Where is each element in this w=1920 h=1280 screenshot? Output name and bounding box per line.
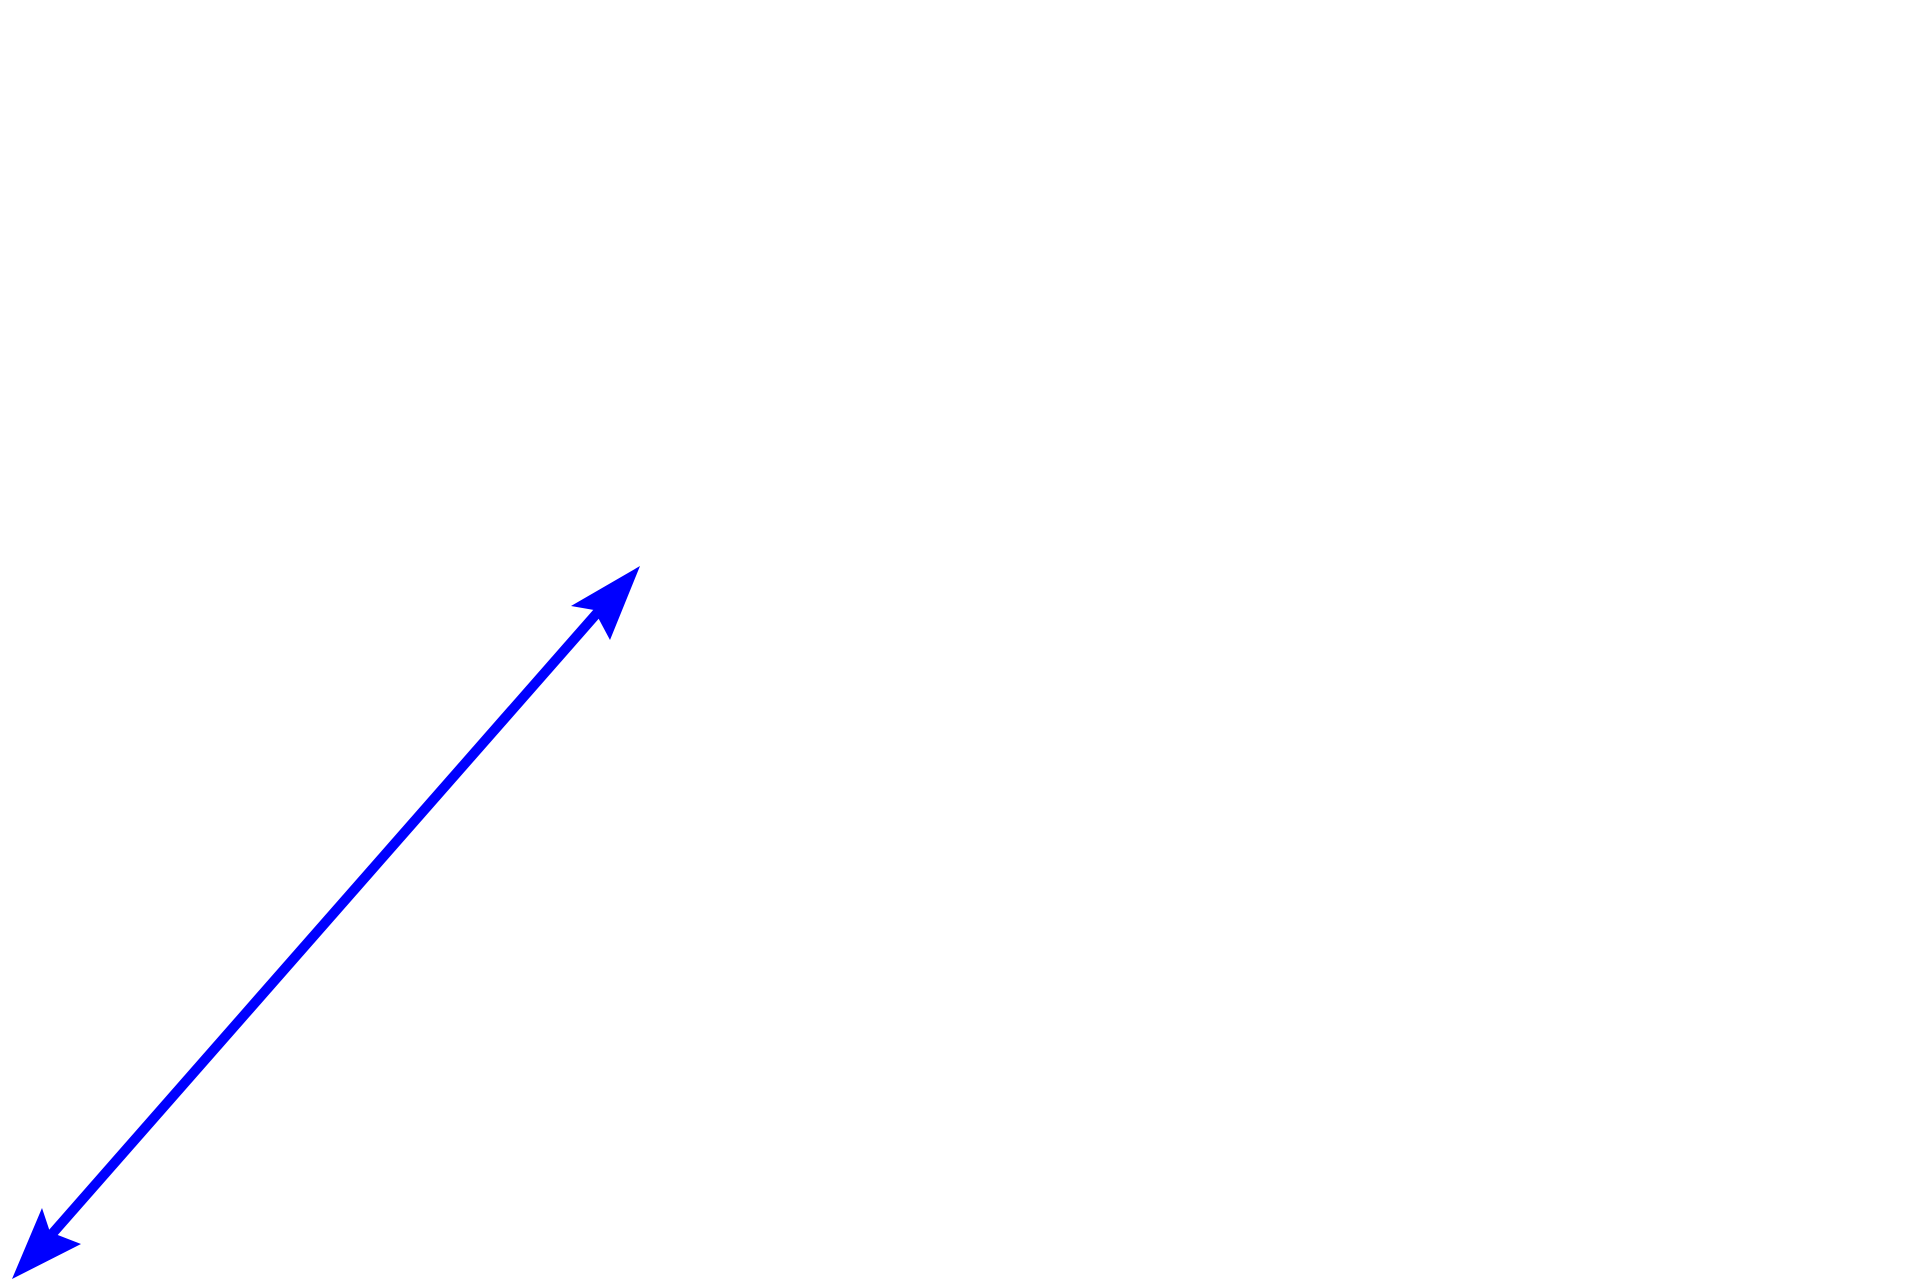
arrow-head-bottom — [12, 1208, 81, 1279]
arrow-shaft — [48, 608, 602, 1238]
arrow-head-top — [571, 566, 640, 640]
